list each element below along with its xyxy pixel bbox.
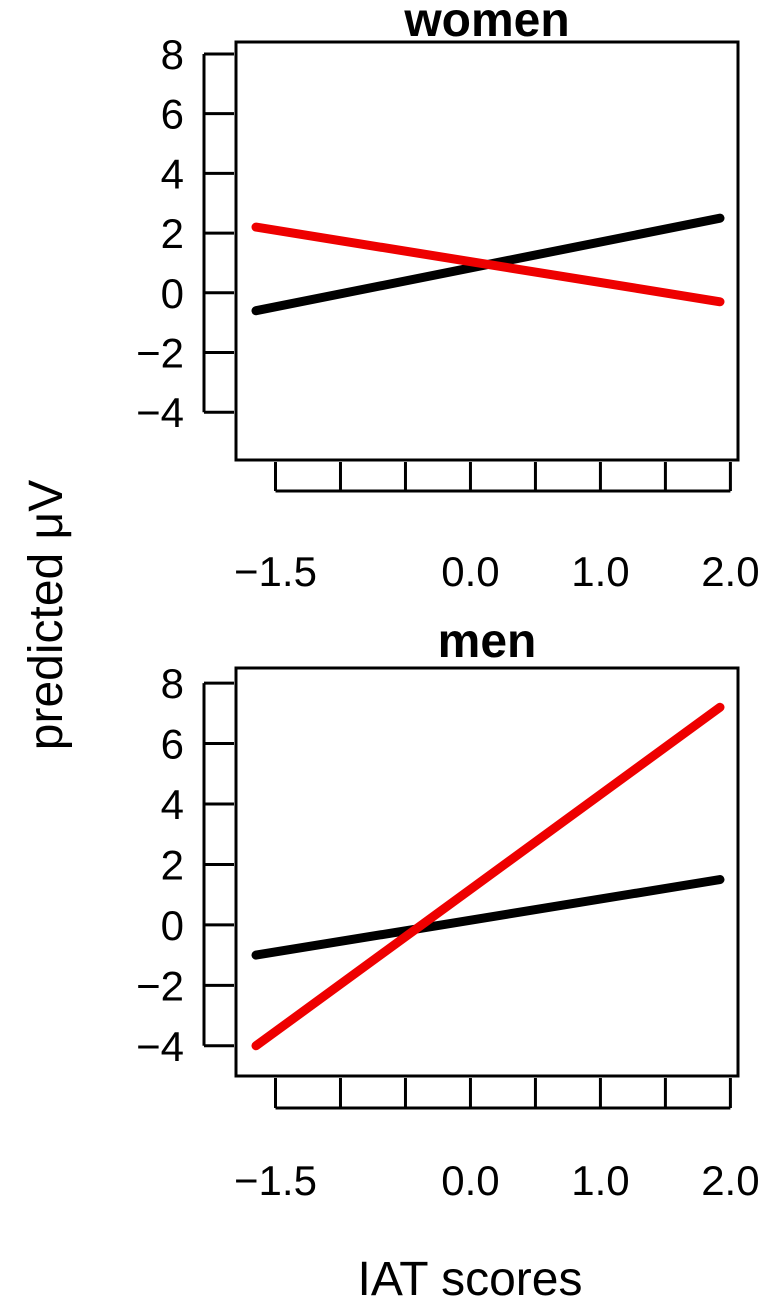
- x-axis-title: IAT scores: [358, 1253, 583, 1306]
- y-tick-label: 8: [161, 660, 184, 707]
- y-tick-label: −4: [136, 1023, 184, 1070]
- x-tick-label: 2.0: [701, 548, 759, 595]
- panel-title: men: [438, 615, 537, 668]
- y-tick-label: 6: [161, 91, 184, 138]
- panel-title: women: [403, 0, 569, 47]
- x-tick-label: 1.0: [571, 1157, 629, 1204]
- x-tick-label: 0.0: [441, 548, 499, 595]
- y-tick-label: 2: [161, 841, 184, 888]
- x-tick-label: −1.5: [234, 548, 317, 595]
- x-tick-label: 2.0: [701, 1157, 759, 1204]
- y-tick-label: −2: [136, 962, 184, 1009]
- y-tick-label: 4: [161, 150, 184, 197]
- series-line-1: [251, 222, 725, 307]
- y-tick-label: 6: [161, 721, 184, 768]
- y-tick-label: 0: [161, 270, 184, 317]
- y-tick-label: 4: [161, 781, 184, 828]
- x-tick-label: 0.0: [441, 1157, 499, 1204]
- y-tick-label: −2: [136, 330, 184, 377]
- y-tick-label: 2: [161, 210, 184, 257]
- y-tick-label: −4: [136, 389, 184, 436]
- plot-frame: [234, 666, 740, 1078]
- plot-frame: [234, 40, 740, 462]
- panel-women: women −4 −2 0 2 4 6 8 −1.5 0.0 1.0 2.0: [136, 0, 759, 595]
- x-tick-label: 1.0: [571, 548, 629, 595]
- x-tick-label: −1.5: [234, 1157, 317, 1204]
- series-line-0: [251, 875, 725, 960]
- y-axis-title: predicted μV: [20, 480, 73, 750]
- y-tick-label: 0: [161, 902, 184, 949]
- panel-men: men −4 −2 0 2 4 6 8 −1.5 0.0 1.0 2.0: [136, 615, 759, 1204]
- series-line-1: [251, 702, 725, 1051]
- y-tick-label: 8: [161, 31, 184, 78]
